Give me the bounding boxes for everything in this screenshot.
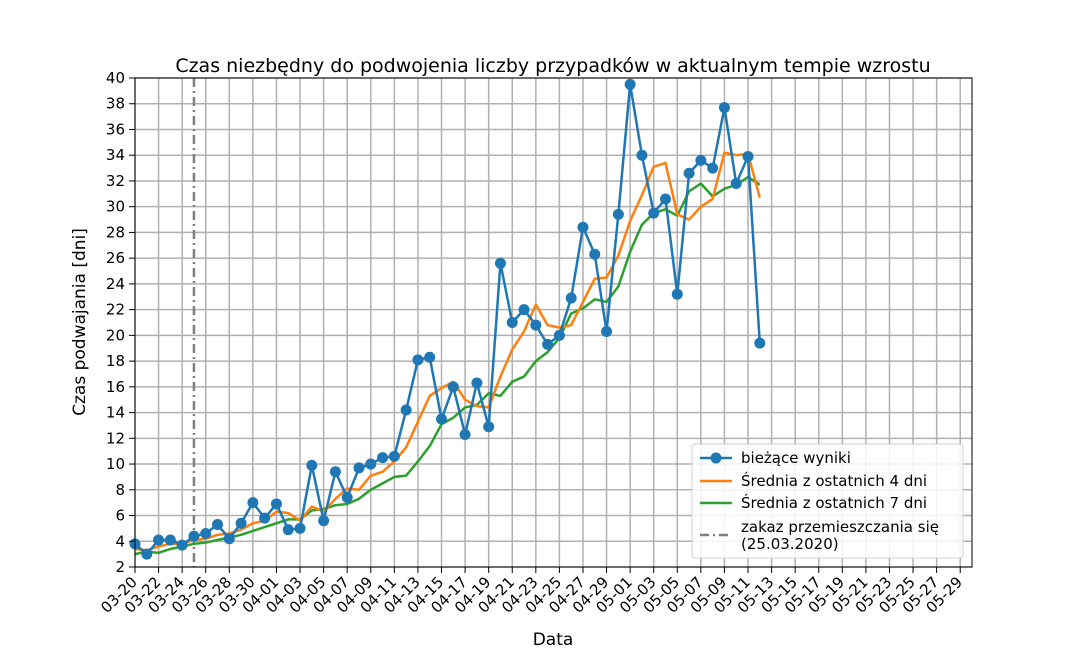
data-point xyxy=(707,162,719,174)
y-tick-label: 38 xyxy=(106,95,125,113)
data-point xyxy=(153,534,165,546)
data-point xyxy=(659,193,671,205)
y-tick-label: 10 xyxy=(106,455,125,473)
y-axis-title: Czas podwajania [dni] xyxy=(70,228,90,416)
data-point xyxy=(553,329,565,341)
data-point xyxy=(565,292,577,304)
data-point xyxy=(400,404,412,416)
y-tick-label: 16 xyxy=(106,378,125,396)
data-point xyxy=(200,528,212,540)
data-point xyxy=(353,462,365,474)
data-point xyxy=(506,317,518,328)
data-point xyxy=(471,377,483,389)
series-line xyxy=(134,151,762,552)
y-tick-label: 18 xyxy=(106,352,125,370)
data-point xyxy=(530,319,542,331)
data-point xyxy=(270,498,282,510)
data-point xyxy=(494,257,506,269)
x-axis-title: Data xyxy=(533,630,574,648)
y-tick-label: 22 xyxy=(106,301,125,319)
data-point xyxy=(329,466,341,478)
data-point xyxy=(459,428,471,440)
series-1 xyxy=(134,151,762,552)
data-point xyxy=(601,326,613,338)
y-tick-label: 4 xyxy=(115,532,125,550)
data-point xyxy=(742,150,754,162)
data-point xyxy=(388,450,400,462)
legend-label-lockdown-line1: zakaz przemieszczania się xyxy=(741,518,939,536)
data-point xyxy=(542,338,554,350)
legend: bieżące wyniki Średnia z ostatnich 4 dni… xyxy=(691,443,964,559)
data-point xyxy=(624,78,636,90)
data-point xyxy=(259,512,271,524)
data-point xyxy=(447,381,459,393)
data-point xyxy=(436,413,448,425)
series-layer xyxy=(129,78,766,560)
data-point xyxy=(188,530,200,542)
data-point xyxy=(636,149,648,161)
data-point xyxy=(483,421,495,433)
legend-label-avg7: Średnia z ostatnich 7 dni xyxy=(741,493,927,512)
y-tick-label: 28 xyxy=(106,223,125,241)
y-tick-label: 20 xyxy=(106,326,125,344)
data-point xyxy=(577,221,589,233)
data-point xyxy=(341,492,353,504)
data-point xyxy=(164,534,176,546)
legend-label-current: bieżące wyniki xyxy=(741,449,851,467)
legend-label-lockdown: zakaz przemieszczania się (25.03.2020) xyxy=(741,518,944,553)
data-point xyxy=(718,102,730,114)
data-point xyxy=(212,519,224,531)
data-point xyxy=(424,351,436,363)
y-tick-label: 30 xyxy=(106,198,125,216)
y-tick-label: 36 xyxy=(106,120,125,138)
grid xyxy=(134,77,972,568)
data-point xyxy=(412,354,424,366)
data-point xyxy=(612,208,624,220)
y-tick-label: 6 xyxy=(115,507,125,525)
plot-frame xyxy=(134,77,973,568)
data-point xyxy=(235,517,247,529)
data-point xyxy=(754,337,766,349)
legend-label-avg4: Średnia z ostatnich 4 dni xyxy=(741,471,927,490)
data-point xyxy=(377,452,389,464)
y-tick-label: 34 xyxy=(106,146,125,164)
data-point xyxy=(247,497,259,509)
data-point xyxy=(282,524,294,536)
series-0 xyxy=(129,78,766,560)
data-point xyxy=(730,178,742,190)
data-point xyxy=(683,167,695,179)
y-tick-label: 26 xyxy=(106,249,125,267)
chart-title: Czas niezbędny do podwojenia liczby przy… xyxy=(175,55,930,77)
legend-marker-current xyxy=(710,452,722,464)
data-point xyxy=(518,304,530,316)
data-point xyxy=(306,459,318,471)
legend-box xyxy=(691,443,964,559)
data-point xyxy=(176,539,188,551)
legend-label-lockdown-line2: (25.03.2020) xyxy=(741,535,839,553)
data-point xyxy=(294,522,306,534)
y-tick-label: 12 xyxy=(106,429,125,447)
data-point xyxy=(648,207,660,219)
data-point xyxy=(695,154,707,166)
data-point xyxy=(223,533,235,545)
y-tick-label: 14 xyxy=(106,404,125,422)
y-tick-label: 24 xyxy=(106,275,125,293)
y-tick-label: 8 xyxy=(115,481,125,499)
data-point xyxy=(589,248,601,260)
data-point xyxy=(318,515,330,527)
data-point xyxy=(365,458,377,470)
y-tick-label: 2 xyxy=(115,558,125,576)
data-point xyxy=(141,548,153,560)
x-axis: 03-2003-2203-2403-2603-2803-3004-0104-03… xyxy=(97,567,966,617)
data-point xyxy=(671,288,683,300)
y-tick-label: 40 xyxy=(106,69,125,87)
y-tick-label: 32 xyxy=(106,172,125,190)
